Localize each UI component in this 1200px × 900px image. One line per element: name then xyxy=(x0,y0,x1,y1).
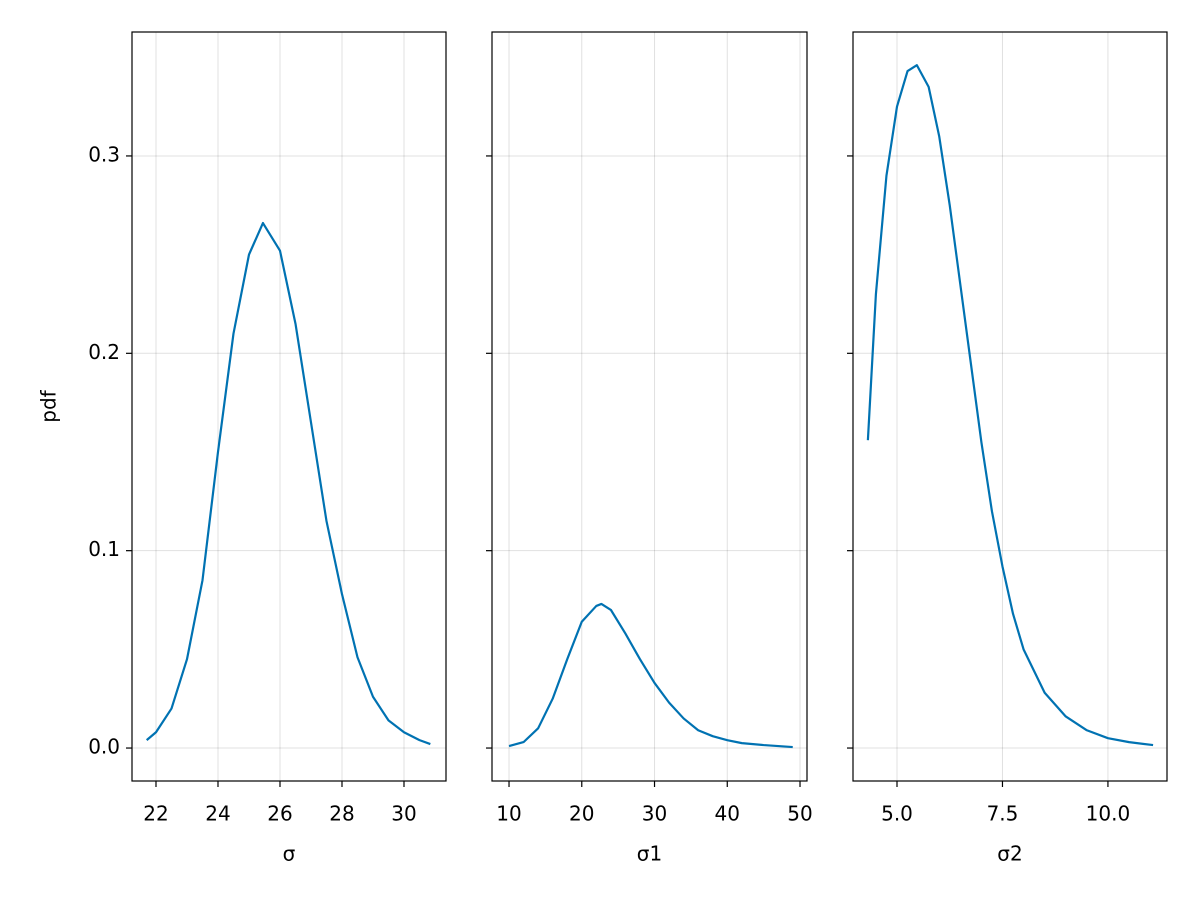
y-axis-label: pdf xyxy=(37,389,61,422)
y-tick-label: 0.1 xyxy=(88,537,120,561)
y-tick-label: 0.3 xyxy=(88,142,120,166)
y-tick-label: 0.2 xyxy=(88,340,120,364)
x-tick-label: 26 xyxy=(267,802,292,826)
x-tick-label: 10 xyxy=(496,802,521,826)
x-tick-label: 28 xyxy=(329,802,354,826)
x-tick-label: 30 xyxy=(642,802,667,826)
x-tick-label: 7.5 xyxy=(987,802,1019,826)
x-tick-label: 50 xyxy=(787,802,812,826)
plot-frame xyxy=(491,31,808,782)
y-tick-label: 0.0 xyxy=(88,735,120,759)
line-series xyxy=(145,221,431,746)
line-series xyxy=(866,64,1154,747)
line-series xyxy=(508,602,793,749)
x-tick-label: 20 xyxy=(569,802,594,826)
x-tick-label: 40 xyxy=(715,802,740,826)
x-tick-label: 30 xyxy=(391,802,416,826)
x-axis-label: σ2 xyxy=(997,842,1022,866)
plot-frame xyxy=(131,31,447,782)
x-tick-label: 22 xyxy=(143,802,168,826)
x-axis-label: σ1 xyxy=(637,842,662,866)
x-axis-label: σ xyxy=(283,842,296,866)
x-tick-label: 10.0 xyxy=(1086,802,1131,826)
plot-frame xyxy=(852,31,1168,782)
x-tick-label: 5.0 xyxy=(881,802,913,826)
x-tick-label: 24 xyxy=(205,802,230,826)
